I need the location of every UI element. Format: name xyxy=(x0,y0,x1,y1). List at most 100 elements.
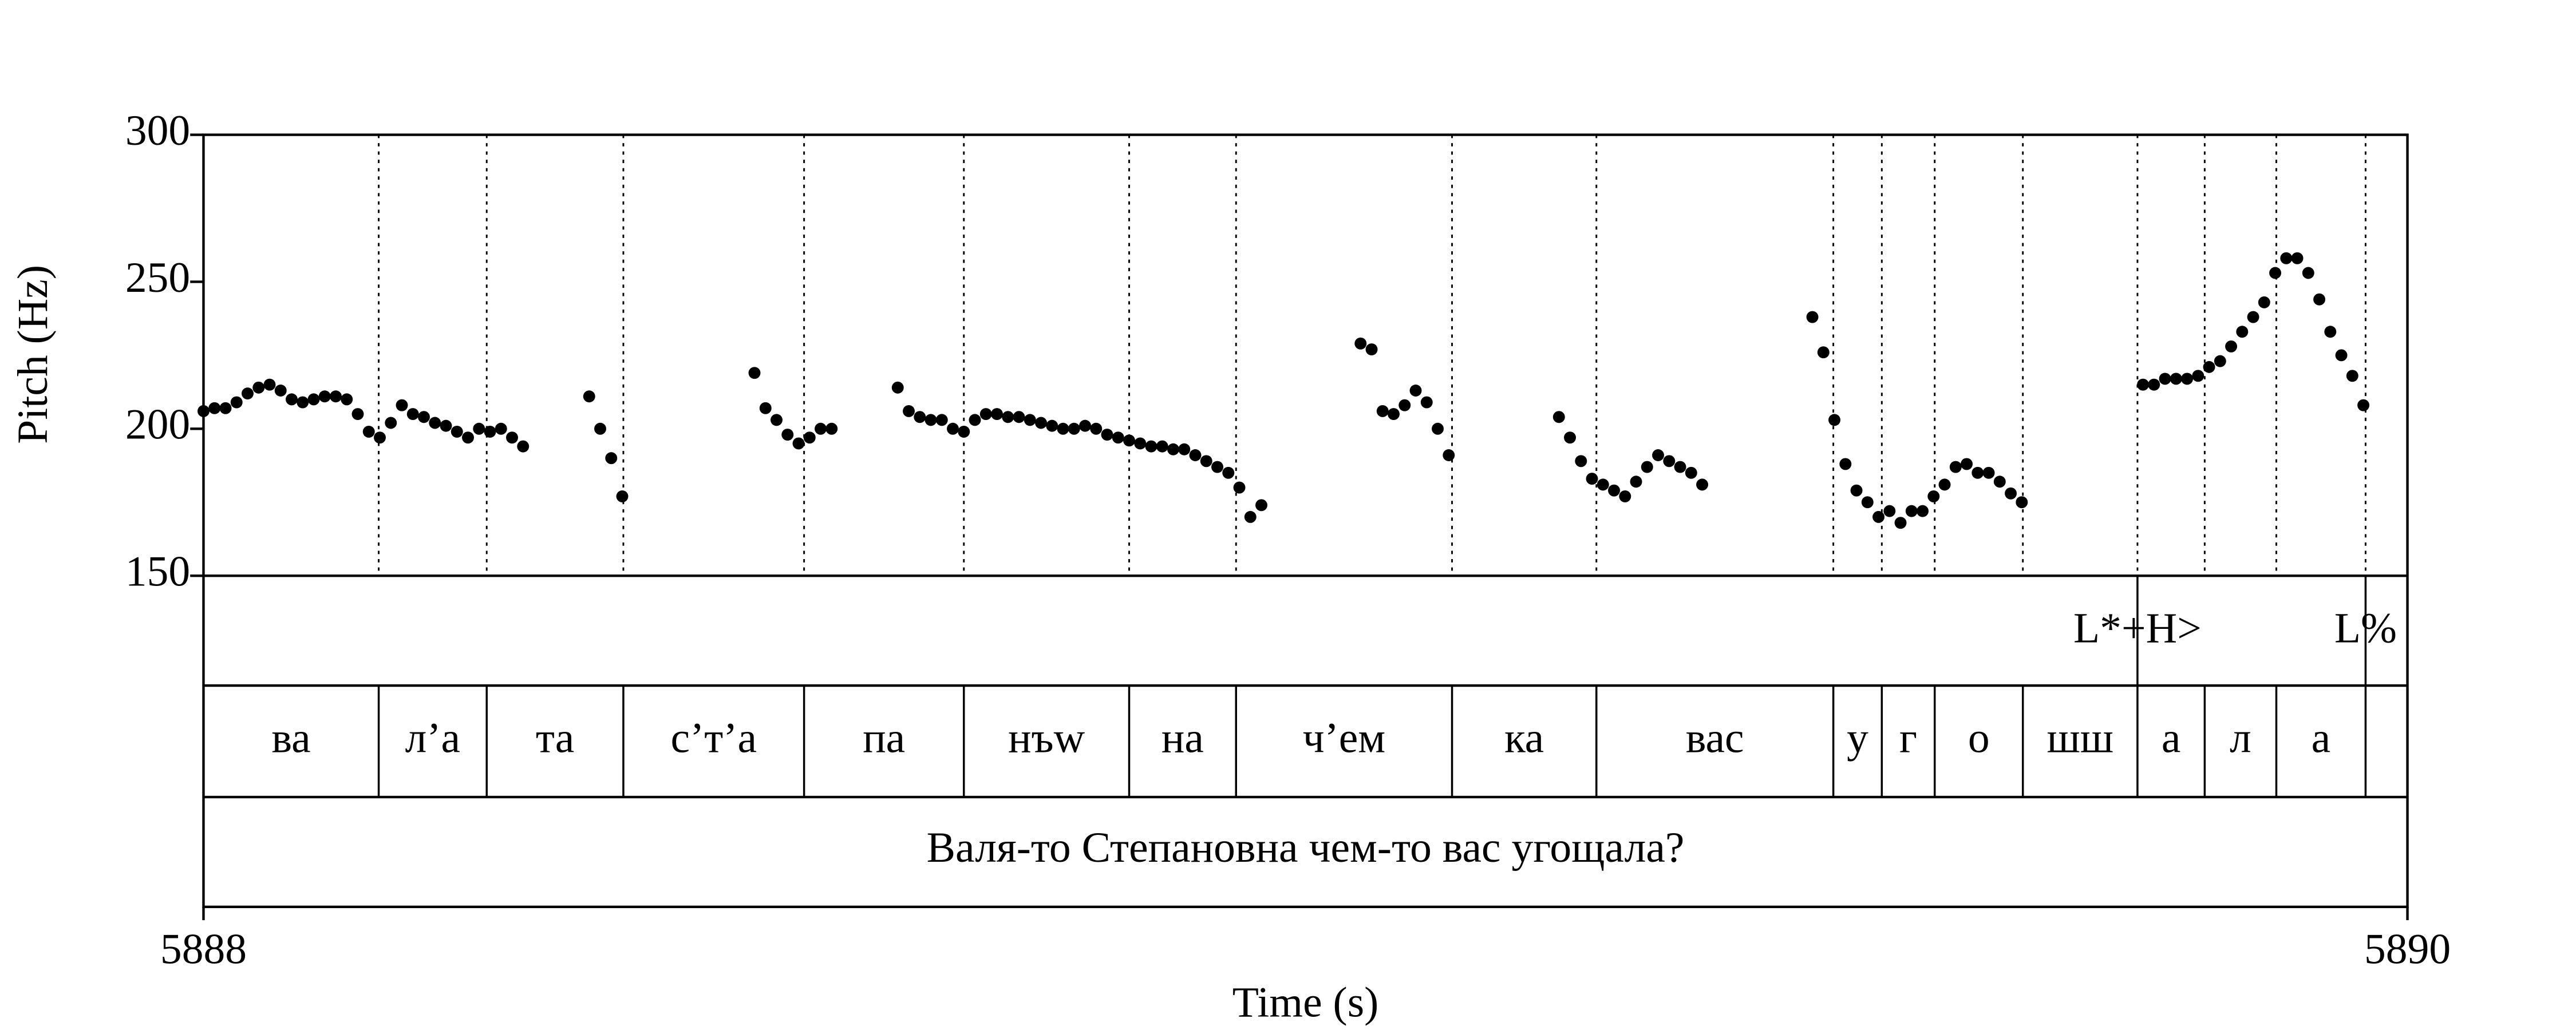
syllable-label: а xyxy=(2162,714,2181,762)
pitch-point xyxy=(979,408,992,421)
pitch-point xyxy=(1575,455,1587,468)
plot-frame xyxy=(202,133,2409,908)
pitch-point xyxy=(759,402,772,414)
pitch-point xyxy=(1112,431,1124,444)
pitch-point xyxy=(991,408,1003,421)
pitch-point xyxy=(1938,478,1951,491)
pitch-point xyxy=(318,390,331,403)
pitch-point xyxy=(2236,326,2249,338)
x-axis-label: Time (s) xyxy=(1232,979,1379,1027)
pitch-point xyxy=(1872,510,1885,523)
pitch-point xyxy=(341,393,353,406)
pitch-point xyxy=(1971,466,1984,479)
tone-label: L*+H> xyxy=(2073,604,2202,652)
pitch-point xyxy=(351,408,364,421)
pitch-point xyxy=(362,425,375,438)
pitch-point xyxy=(1244,510,1257,523)
pitch-point xyxy=(1905,505,1918,517)
pitch-point xyxy=(616,490,629,502)
pitch-point xyxy=(1233,481,1246,494)
pitch-point xyxy=(406,408,419,421)
pitch-point xyxy=(1376,405,1389,417)
pitch-point xyxy=(230,396,243,409)
pitch-point xyxy=(2148,378,2160,391)
pitch-point xyxy=(374,431,386,444)
pitch-point xyxy=(495,422,507,435)
pitch-point xyxy=(2313,293,2326,306)
pitch-point xyxy=(1101,429,1113,441)
pitch-point xyxy=(1619,490,1631,502)
pitch-point xyxy=(274,385,287,397)
pitch-point xyxy=(605,452,618,465)
pitch-point xyxy=(781,429,794,441)
pitch-point xyxy=(1817,346,1830,359)
pitch-point xyxy=(462,431,474,444)
pitch-point xyxy=(1388,408,1400,421)
pitch-point xyxy=(506,431,518,444)
syllable-label: ва xyxy=(271,714,310,762)
pitch-point xyxy=(1068,422,1080,435)
pitch-point xyxy=(1079,419,1091,432)
x-tick-label: 5888 xyxy=(160,926,247,973)
pitch-point xyxy=(1850,484,1863,497)
tone-label: L% xyxy=(2334,604,2397,652)
pitch-point xyxy=(2005,487,2017,500)
pitch-point xyxy=(1024,414,1036,426)
syllable-label: ка xyxy=(1504,714,1544,762)
syllable-label: нъw xyxy=(1008,714,1085,762)
pitch-point xyxy=(1046,419,1058,432)
pitch-point xyxy=(2225,340,2238,352)
syllable-label: л’а xyxy=(405,714,460,762)
pitch-point xyxy=(594,422,606,435)
pitch-point xyxy=(1608,484,1621,497)
pitch-point xyxy=(903,405,915,417)
pitch-point xyxy=(1652,449,1665,461)
pitch-point xyxy=(947,422,959,435)
pitch-point xyxy=(1420,396,1433,409)
pitch-point xyxy=(969,414,981,426)
pitch-point xyxy=(1398,399,1411,411)
pitch-point xyxy=(473,422,485,435)
pitch-point xyxy=(1255,499,1268,512)
pitch-point xyxy=(1145,440,1157,453)
y-tick-label: 200 xyxy=(125,401,190,449)
pitch-point xyxy=(2247,311,2259,323)
pitch-point xyxy=(1354,337,1367,350)
pitch-point xyxy=(1839,458,1852,470)
pitch-point xyxy=(2170,373,2182,385)
pitch-point xyxy=(1178,443,1191,455)
pitch-point xyxy=(1982,466,1995,479)
pitch-point xyxy=(1222,466,1235,479)
pitch-point xyxy=(2346,370,2358,382)
pitch-point xyxy=(1894,517,1907,529)
pitch-point xyxy=(1806,311,1819,323)
pitch-point xyxy=(242,387,254,400)
pitch-point xyxy=(1013,411,1025,423)
pitch-point xyxy=(440,419,452,432)
pitch-point xyxy=(1035,417,1047,429)
syllable-label: у xyxy=(1847,714,1868,762)
pitch-point xyxy=(1090,422,1103,435)
pitch-point xyxy=(2357,399,2370,411)
syllable-label: вас xyxy=(1686,714,1744,762)
pitch-point xyxy=(935,414,948,426)
pitch-point xyxy=(771,414,783,426)
syllable-label: г xyxy=(1899,714,1917,762)
pitch-point xyxy=(330,390,342,403)
pitch-point xyxy=(1630,476,1642,488)
pitch-point xyxy=(583,390,595,403)
pitch-point xyxy=(263,378,276,391)
pitch-point xyxy=(197,405,210,417)
pitch-point xyxy=(1057,422,1069,435)
pitch-point xyxy=(1861,496,1874,509)
pitch-point xyxy=(1663,455,1676,468)
pitch-point xyxy=(1002,411,1014,423)
syllable-label: шш xyxy=(2047,714,2113,762)
pitch-point xyxy=(1674,461,1686,473)
pitch-point xyxy=(451,425,463,438)
syllable-label: а xyxy=(2312,714,2331,762)
syllable-label: та xyxy=(536,714,575,762)
syllable-label: с’т’а xyxy=(671,714,757,762)
